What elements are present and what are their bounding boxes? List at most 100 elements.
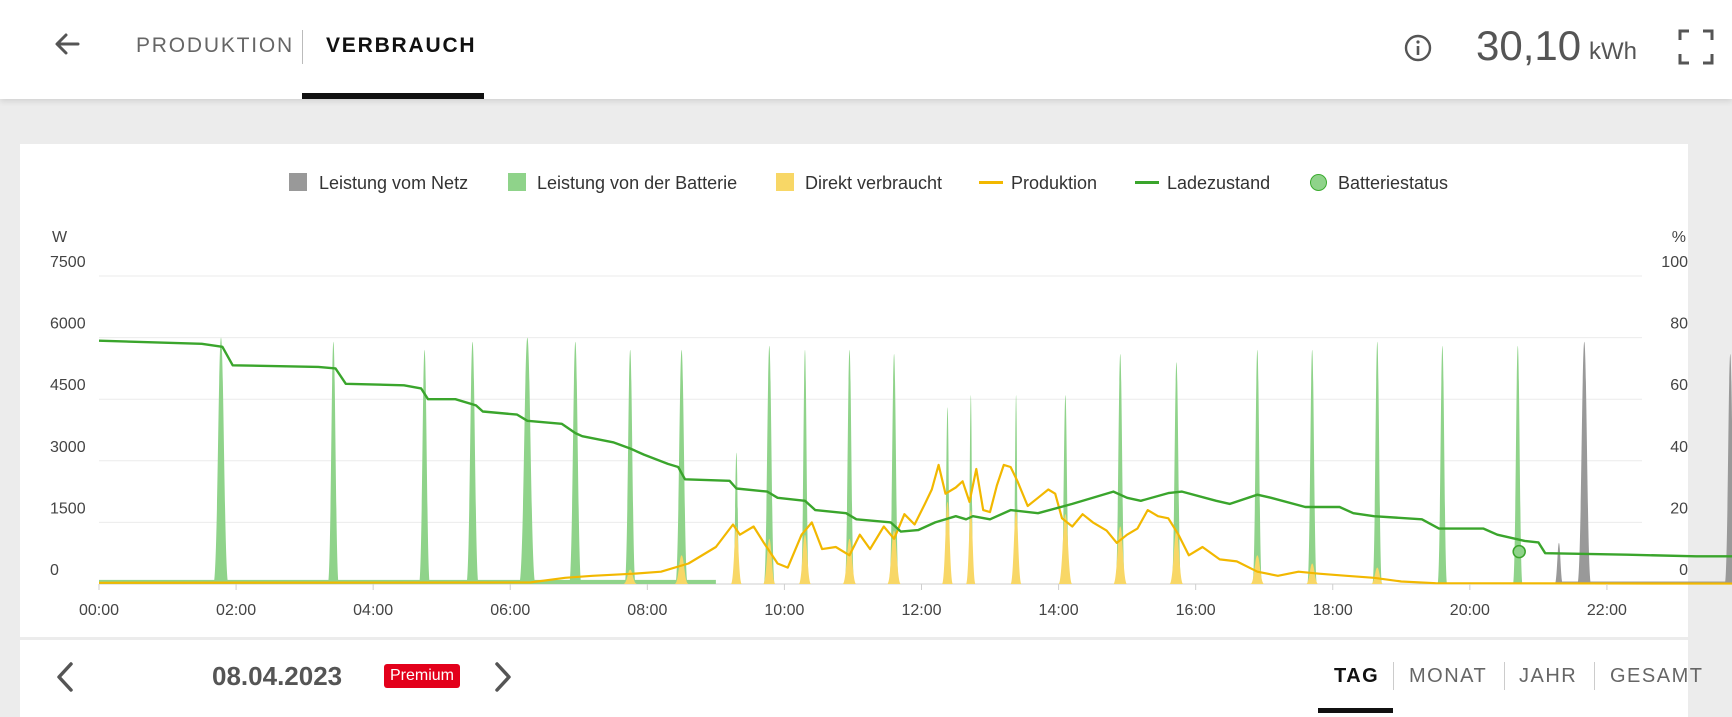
battery-peak-area xyxy=(1437,345,1448,584)
direct-peak-area xyxy=(1058,514,1073,584)
x-tick-label: 04:00 xyxy=(353,602,393,619)
period-divider xyxy=(1504,662,1505,690)
ladezustand-line xyxy=(98,339,1732,558)
battery-peak-area xyxy=(569,341,582,584)
direct-peak-area xyxy=(674,555,689,584)
legend-label-produktion: Produktion xyxy=(1011,173,1098,193)
y-right-tick-label: 100 xyxy=(1661,254,1688,271)
direct-peak-area xyxy=(942,501,954,584)
battery-peak-area xyxy=(419,349,431,584)
tab-divider xyxy=(302,30,303,64)
top-bar: PRODUKTION VERBRAUCH 30,10 kWh xyxy=(0,0,1732,99)
active-period-indicator xyxy=(1318,708,1393,713)
y-right-tick-label: 60 xyxy=(1670,377,1688,394)
y-right-tick-label: 40 xyxy=(1670,439,1688,456)
battery-peak-area xyxy=(800,349,810,584)
tab-produktion[interactable]: PRODUKTION xyxy=(136,34,295,57)
total-energy-unit: kWh xyxy=(1589,38,1637,65)
grid-peak-area xyxy=(1724,354,1732,584)
battery-status-marker xyxy=(1512,544,1526,559)
legend-swatch-ladezustand xyxy=(1135,181,1159,184)
battery-peak-area xyxy=(519,337,536,584)
y-right-tick-label: 80 xyxy=(1670,316,1688,333)
period-jahr[interactable]: JAHR xyxy=(1519,665,1578,687)
chart-legend: Leistung vom Netz Leistung von der Batte… xyxy=(0,170,1732,196)
legend-label-netz: Leistung vom Netz xyxy=(319,173,469,193)
battery-peak-area xyxy=(466,341,479,584)
x-tick-label: 00:00 xyxy=(79,602,119,619)
next-day-icon[interactable] xyxy=(488,660,516,694)
y-left-tick-label: 1500 xyxy=(50,500,86,517)
grid-peak-area xyxy=(1577,341,1592,584)
legend-swatch-netz xyxy=(289,173,307,191)
direct-peak-area xyxy=(623,569,638,584)
legend-label-direkt: Direkt verbraucht xyxy=(805,173,943,193)
x-tick-label: 08:00 xyxy=(627,602,667,619)
direct-peak-area xyxy=(798,534,812,584)
back-arrow-icon[interactable] xyxy=(48,24,88,64)
battery-peak-area xyxy=(763,345,775,584)
direct-peak-area xyxy=(730,526,742,584)
legend-swatch-direkt xyxy=(776,173,794,191)
current-date[interactable]: 08.04.2023 xyxy=(212,661,343,691)
x-tick-label: 16:00 xyxy=(1176,602,1216,619)
chart-lines xyxy=(98,339,1732,585)
direct-peak-area xyxy=(1169,530,1184,584)
x-tick-label: 20:00 xyxy=(1450,602,1490,619)
y-left-tick-label: 0 xyxy=(50,562,59,579)
period-divider xyxy=(1594,662,1595,690)
battery-peak-area xyxy=(1307,349,1317,584)
battery-peak-area xyxy=(213,337,229,584)
legend-label-ladezustand: Ladezustand xyxy=(1167,173,1271,193)
y-left-unit-label: W xyxy=(52,229,68,246)
legend-label-batteriestatus: Batteriestatus xyxy=(1338,173,1449,193)
direct-peak-area xyxy=(1010,510,1022,584)
active-tab-indicator xyxy=(302,93,484,99)
info-icon[interactable] xyxy=(1403,33,1433,63)
chart-grid xyxy=(99,275,1642,585)
energy-chart: 0 1500 3000 4500 6000 7500 0 20 40 60 80 100 W % 00:00… xyxy=(50,229,1732,619)
y-left-tick-label: 3000 xyxy=(50,439,86,456)
tab-verbrauch[interactable]: VERBRAUCH xyxy=(326,34,477,57)
legend-swatch-produktion xyxy=(979,181,1003,184)
grid-peak-area xyxy=(1554,542,1564,584)
footer-divider xyxy=(20,637,1688,640)
direct-peak-area xyxy=(1371,567,1384,584)
x-tick-label: 14:00 xyxy=(1039,602,1079,619)
direct-peak-area xyxy=(887,530,901,584)
period-divider xyxy=(1393,662,1394,690)
battery-peak-area xyxy=(327,341,339,584)
battery-peak-area xyxy=(1115,354,1126,584)
produktion-line xyxy=(98,463,1732,585)
y-right-tick-label: 0 xyxy=(1679,562,1688,579)
chart-axes: 0 1500 3000 4500 6000 7500 0 20 40 60 80 100 W % 00:00… xyxy=(50,229,1688,619)
direct-peak-area xyxy=(842,538,857,584)
y-left-tick-label: 4500 xyxy=(50,377,86,394)
legend-swatch-batterie xyxy=(508,173,526,191)
y-right-unit-label: % xyxy=(1672,229,1686,246)
chart-card xyxy=(20,144,1688,717)
battery-peak-area xyxy=(624,349,636,584)
legend-swatch-batteriestatus xyxy=(1310,174,1327,191)
battery-peak-area xyxy=(1372,341,1383,584)
x-tick-label: 06:00 xyxy=(490,602,530,619)
x-tick-label: 22:00 xyxy=(1587,602,1627,619)
x-tick-label: 10:00 xyxy=(764,602,804,619)
x-tick-label: 02:00 xyxy=(216,602,256,619)
direct-peak-area xyxy=(1250,555,1265,584)
period-monat[interactable]: MONAT xyxy=(1409,665,1488,687)
period-tag[interactable]: TAG xyxy=(1334,665,1380,687)
y-left-tick-label: 6000 xyxy=(50,316,86,333)
x-tick-label: 12:00 xyxy=(901,602,941,619)
previous-day-icon[interactable] xyxy=(52,660,80,694)
battery-peak-area xyxy=(844,349,855,584)
battery-peak-area xyxy=(1252,349,1263,584)
premium-badge: Premium xyxy=(384,664,461,688)
battery-peak-area xyxy=(675,349,688,584)
y-left-tick-label: 7500 xyxy=(50,254,86,271)
battery-peak-area xyxy=(1513,345,1523,584)
direct-peak-area xyxy=(1113,526,1128,584)
period-gesamt[interactable]: GESAMT xyxy=(1610,665,1704,687)
direct-peak-area xyxy=(966,510,976,584)
fullscreen-icon[interactable] xyxy=(1677,28,1715,66)
